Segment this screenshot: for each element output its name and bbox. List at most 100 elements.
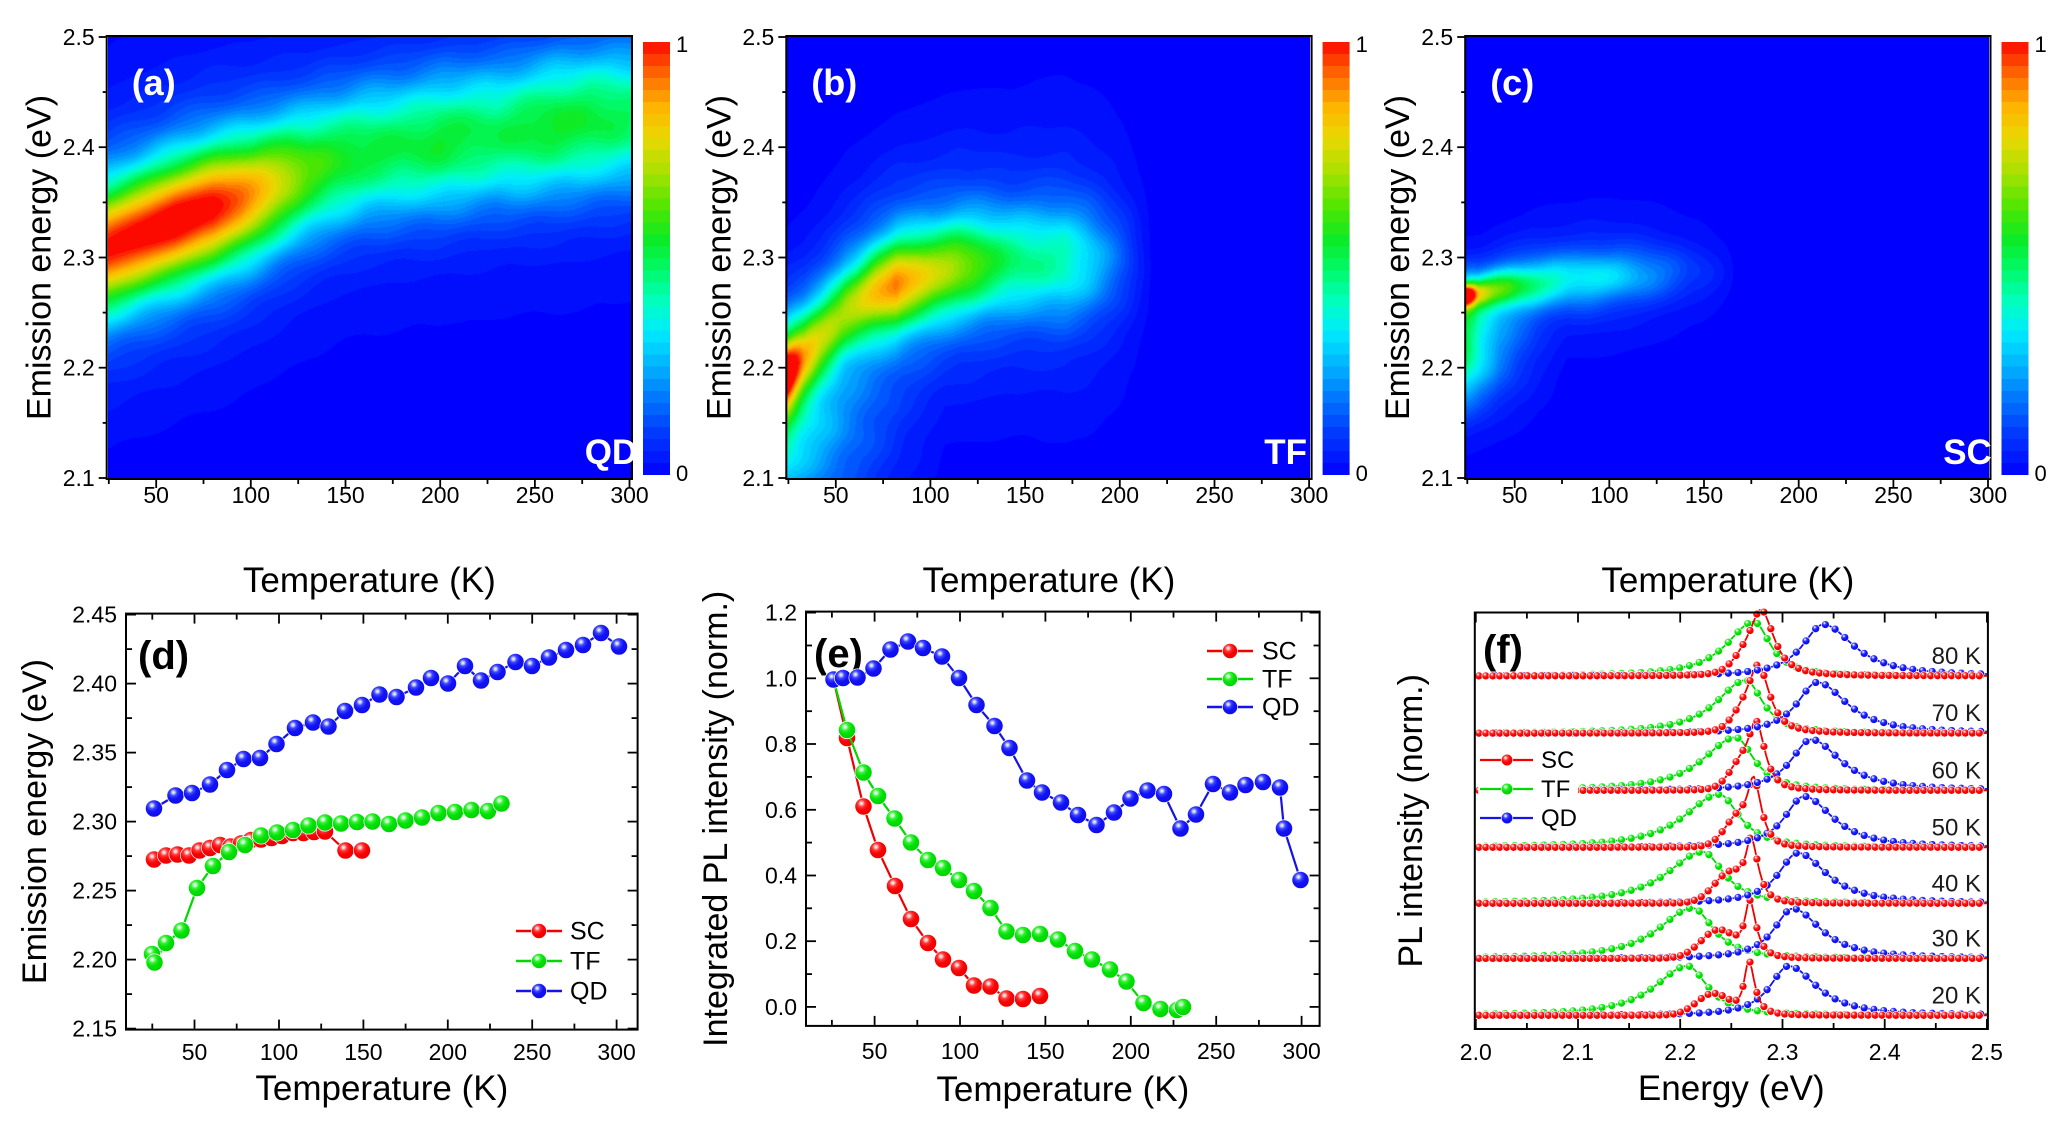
- svg-text:1: 1: [676, 32, 688, 57]
- svg-text:200: 200: [1101, 482, 1139, 508]
- svg-text:(d): (d): [138, 634, 189, 678]
- svg-text:1: 1: [1356, 32, 1368, 57]
- svg-text:2.35: 2.35: [72, 740, 117, 766]
- svg-text:300: 300: [1290, 482, 1328, 508]
- svg-text:2.15: 2.15: [72, 1016, 117, 1042]
- svg-text:200: 200: [421, 482, 459, 508]
- svg-text:2.2: 2.2: [1664, 1039, 1696, 1065]
- svg-text:150: 150: [1006, 482, 1044, 508]
- svg-text:200: 200: [429, 1039, 467, 1065]
- svg-text:1.0: 1.0: [765, 665, 797, 691]
- svg-text:QD: QD: [570, 978, 608, 1006]
- svg-text:300: 300: [1282, 1038, 1320, 1064]
- svg-text:250: 250: [1195, 482, 1233, 508]
- svg-text:(f): (f): [1483, 628, 1523, 672]
- svg-text:TF: TF: [1262, 666, 1293, 694]
- svg-text:2.30: 2.30: [72, 809, 117, 835]
- svg-text:Temperature (K): Temperature (K): [243, 561, 496, 600]
- svg-text:2.3: 2.3: [742, 245, 774, 271]
- svg-text:100: 100: [911, 482, 949, 508]
- svg-text:150: 150: [1026, 1038, 1064, 1064]
- svg-text:2.40: 2.40: [72, 671, 117, 697]
- svg-text:2.20: 2.20: [72, 947, 117, 973]
- svg-text:50: 50: [823, 482, 849, 508]
- svg-text:2.5: 2.5: [63, 24, 95, 50]
- svg-text:SC: SC: [1541, 747, 1574, 774]
- svg-text:2.4: 2.4: [1869, 1039, 1901, 1065]
- svg-text:0.8: 0.8: [765, 731, 797, 757]
- svg-text:2.4: 2.4: [1421, 134, 1453, 160]
- svg-text:0.4: 0.4: [765, 863, 797, 889]
- svg-text:Temperature (K): Temperature (K): [936, 1070, 1189, 1109]
- svg-text:100: 100: [232, 482, 270, 508]
- svg-text:2.1: 2.1: [63, 465, 95, 491]
- svg-text:1.2: 1.2: [765, 600, 797, 626]
- svg-text:2.3: 2.3: [1767, 1039, 1799, 1065]
- svg-text:(b): (b): [811, 62, 857, 103]
- svg-text:2.4: 2.4: [742, 134, 774, 160]
- svg-text:2.25: 2.25: [72, 878, 117, 904]
- svg-text:50 K: 50 K: [1932, 814, 1981, 841]
- svg-text:250: 250: [1874, 482, 1912, 508]
- svg-text:PL intensity (norm.): PL intensity (norm.): [1392, 674, 1430, 968]
- svg-text:SC: SC: [570, 918, 605, 946]
- svg-text:0.6: 0.6: [765, 797, 797, 823]
- svg-text:1: 1: [2035, 32, 2047, 57]
- svg-text:SC: SC: [1943, 433, 1992, 472]
- svg-text:300: 300: [1969, 482, 2007, 508]
- svg-text:300: 300: [597, 1039, 635, 1065]
- svg-text:2.2: 2.2: [63, 355, 95, 381]
- svg-text:200: 200: [1780, 482, 1818, 508]
- svg-text:Integrated PL intensity (norm.: Integrated PL intensity (norm.): [697, 591, 735, 1047]
- svg-text:QD: QD: [1262, 694, 1300, 722]
- svg-text:150: 150: [1685, 482, 1723, 508]
- svg-text:200: 200: [1112, 1038, 1150, 1064]
- svg-text:50: 50: [1502, 482, 1528, 508]
- svg-text:Emission energy (eV): Emission energy (eV): [700, 95, 738, 420]
- svg-text:250: 250: [516, 482, 554, 508]
- svg-text:2.0: 2.0: [1460, 1039, 1492, 1065]
- svg-text:Emission energy (eV): Emission energy (eV): [1379, 95, 1417, 420]
- svg-text:2.2: 2.2: [1421, 355, 1453, 381]
- svg-text:30 K: 30 K: [1932, 925, 1981, 952]
- svg-text:2.4: 2.4: [63, 134, 95, 160]
- svg-text:2.45: 2.45: [72, 602, 117, 628]
- svg-text:50: 50: [862, 1038, 888, 1064]
- svg-text:Emission energy (eV): Emission energy (eV): [21, 95, 59, 420]
- svg-text:2.2: 2.2: [742, 355, 774, 381]
- svg-text:2.5: 2.5: [1421, 24, 1453, 50]
- svg-text:2.1: 2.1: [1421, 465, 1453, 491]
- svg-text:70 K: 70 K: [1932, 700, 1981, 727]
- svg-text:50: 50: [143, 482, 169, 508]
- svg-text:TF: TF: [1541, 776, 1570, 803]
- svg-text:100: 100: [260, 1039, 298, 1065]
- svg-text:SC: SC: [1262, 638, 1297, 666]
- svg-text:0: 0: [676, 461, 688, 486]
- svg-text:20 K: 20 K: [1932, 982, 1981, 1009]
- svg-text:Energy (eV): Energy (eV): [1638, 1069, 1825, 1108]
- svg-text:300: 300: [610, 482, 648, 508]
- svg-text:Emission energy (eV): Emission energy (eV): [16, 659, 54, 984]
- svg-text:60 K: 60 K: [1932, 757, 1981, 784]
- svg-text:QD: QD: [1541, 805, 1577, 832]
- svg-text:(a): (a): [132, 62, 176, 103]
- svg-text:Temperature (K): Temperature (K): [1601, 561, 1854, 600]
- svg-text:2.3: 2.3: [1421, 245, 1453, 271]
- svg-text:100: 100: [941, 1038, 979, 1064]
- svg-text:0.2: 0.2: [765, 928, 797, 954]
- svg-text:2.5: 2.5: [1971, 1039, 2003, 1065]
- svg-text:150: 150: [344, 1039, 382, 1065]
- svg-text:Temperature (K): Temperature (K): [922, 561, 1175, 600]
- svg-text:80 K: 80 K: [1932, 643, 1981, 670]
- svg-text:50: 50: [182, 1039, 208, 1065]
- svg-text:0: 0: [1356, 461, 1368, 486]
- svg-text:TF: TF: [1264, 433, 1307, 472]
- svg-text:(e): (e): [814, 632, 863, 676]
- svg-text:250: 250: [513, 1039, 551, 1065]
- svg-text:100: 100: [1590, 482, 1628, 508]
- svg-text:0: 0: [2035, 461, 2047, 486]
- svg-text:2.1: 2.1: [1562, 1039, 1594, 1065]
- svg-text:0.0: 0.0: [765, 994, 797, 1020]
- svg-text:40 K: 40 K: [1932, 870, 1981, 897]
- svg-text:QD: QD: [585, 433, 638, 472]
